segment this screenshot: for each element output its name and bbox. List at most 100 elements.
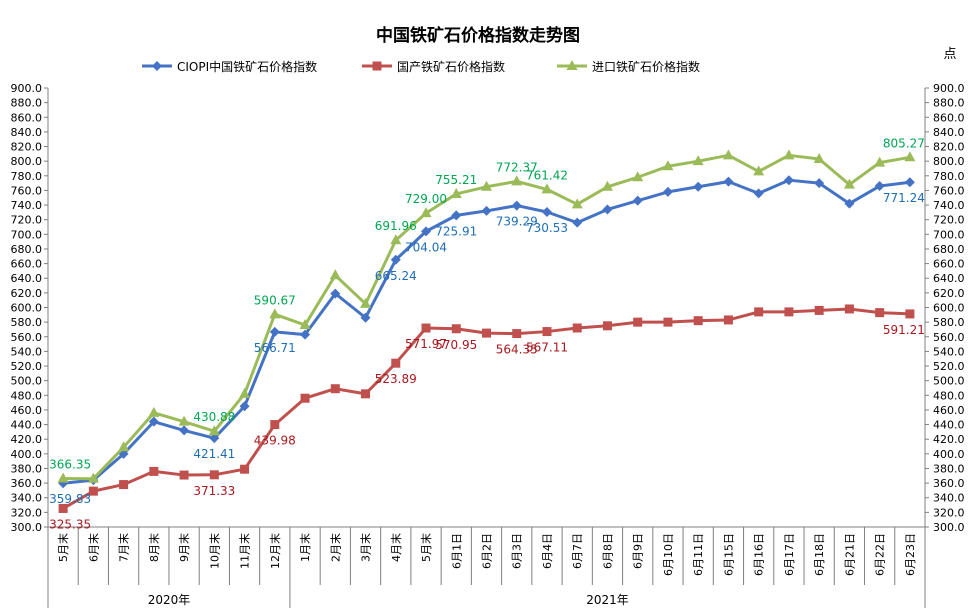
data-point — [784, 307, 794, 317]
data-point — [722, 149, 734, 160]
year-label: 2020年 — [148, 593, 191, 607]
y-tick-label-right: 640.0 — [933, 272, 965, 285]
data-point — [814, 178, 825, 189]
data-label: 805.27 — [883, 136, 925, 150]
x-tick-label: 4月末 — [389, 533, 403, 562]
y-tick-label-left: 580.0 — [11, 316, 43, 329]
data-point — [360, 297, 372, 308]
y-tick-label-right: 440.0 — [933, 419, 965, 432]
y-tick-label-right: 860.0 — [933, 111, 965, 124]
x-tick-label: 9月末 — [177, 533, 191, 562]
data-point — [632, 195, 643, 206]
data-label: 691.96 — [375, 219, 417, 233]
y-tick-label-left: 720.0 — [11, 214, 43, 227]
x-tick-label: 11月末 — [238, 533, 252, 569]
y-tick-label-left: 540.0 — [11, 345, 43, 358]
data-point — [421, 226, 432, 237]
x-tick-label: 12月末 — [268, 533, 282, 569]
data-point — [662, 160, 674, 171]
x-tick-label: 3月末 — [359, 533, 373, 562]
data-point — [87, 472, 99, 483]
data-point — [541, 183, 553, 194]
data-point — [149, 466, 159, 476]
legend-label: 国产铁矿石价格指数 — [397, 59, 505, 74]
data-point — [451, 210, 462, 221]
y-tick-label-left: 880.0 — [11, 97, 43, 110]
y-tick-label-right: 840.0 — [933, 126, 965, 139]
data-point — [88, 486, 98, 496]
x-tick-label: 6月8日 — [601, 533, 614, 569]
data-point — [451, 324, 461, 334]
series-group — [58, 304, 915, 513]
data-label: 371.33 — [193, 484, 235, 498]
data-point — [269, 308, 281, 319]
data-point — [692, 155, 704, 166]
data-point — [269, 326, 280, 337]
data-label: 567.11 — [526, 341, 568, 355]
data-point — [58, 503, 68, 513]
data-point — [662, 186, 673, 197]
y-tick-label-right: 520.0 — [933, 360, 965, 373]
y-tick-label-left: 760.0 — [11, 184, 43, 197]
data-point — [753, 188, 764, 199]
x-tick-label: 6月2日 — [481, 533, 494, 569]
data-point — [541, 206, 552, 217]
x-tick-label: 6月10日 — [662, 533, 675, 576]
y-tick-label-left: 500.0 — [11, 375, 43, 388]
y-tick-label-right: 300.0 — [933, 521, 965, 534]
y-tick-label-right: 720.0 — [933, 214, 965, 227]
x-tick-label: 6月17日 — [783, 533, 796, 576]
data-point — [481, 180, 492, 191]
data-point — [905, 309, 915, 319]
y-tick-label-left: 740.0 — [11, 199, 43, 212]
data-point — [372, 61, 382, 71]
data-point — [783, 149, 795, 160]
data-point — [329, 269, 341, 280]
y-tick-label-right: 600.0 — [933, 302, 965, 315]
data-point — [511, 175, 523, 186]
data-point — [571, 198, 583, 209]
data-label: 704.04 — [405, 240, 447, 254]
x-tick-label: 8月末 — [147, 533, 161, 562]
y-tick-label-left: 480.0 — [11, 389, 43, 402]
data-point — [391, 358, 401, 368]
data-point — [844, 198, 855, 209]
data-point — [420, 207, 432, 218]
series-group — [57, 149, 916, 483]
data-point — [239, 387, 251, 398]
data-point — [723, 315, 733, 325]
data-point — [360, 312, 371, 323]
data-point — [633, 317, 643, 327]
data-label: 591.21 — [883, 323, 925, 337]
y-tick-label-right: 380.0 — [933, 462, 965, 475]
data-label: 725.91 — [435, 224, 477, 238]
data-point — [118, 441, 130, 452]
data-point — [572, 217, 583, 228]
x-tick-label: 5月末 — [419, 533, 433, 562]
data-point — [179, 425, 190, 436]
data-label: 739.29 — [496, 215, 538, 229]
data-point — [57, 472, 69, 483]
data-label: 430.88 — [193, 410, 235, 424]
data-point — [542, 327, 552, 337]
data-point — [632, 171, 644, 182]
y-tick-label-left: 900.0 — [11, 82, 43, 95]
data-point — [421, 323, 431, 333]
data-point — [330, 288, 341, 299]
y-tick-label-right: 560.0 — [933, 331, 965, 344]
data-point — [753, 165, 765, 176]
y-tick-label-right: 360.0 — [933, 477, 965, 490]
data-point — [572, 323, 582, 333]
y-tick-label-right: 740.0 — [933, 199, 965, 212]
data-point — [330, 384, 340, 394]
y-tick-label-left: 440.0 — [11, 419, 43, 432]
data-point — [875, 308, 885, 318]
data-point — [179, 470, 189, 480]
data-point — [814, 305, 824, 315]
data-point — [874, 181, 885, 192]
legend: CIOPI中国铁矿石价格指数 国产铁矿石价格指数 进口铁矿石价格指数 — [142, 59, 700, 74]
y-tick-label-left: 420.0 — [11, 433, 43, 446]
data-point — [904, 177, 915, 188]
